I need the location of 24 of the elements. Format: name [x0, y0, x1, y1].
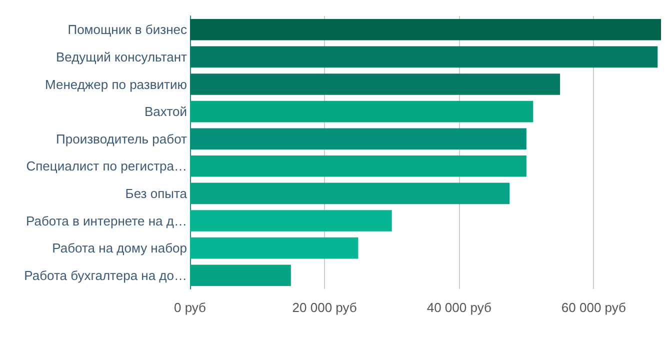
bar: [190, 156, 526, 177]
bar: [190, 182, 510, 204]
x-tick-label: 40 000 руб: [426, 300, 492, 315]
bar: [190, 74, 560, 95]
y-tick-label: Вахтой: [144, 104, 187, 120]
y-tick-label: Без опыта: [125, 186, 188, 201]
y-tick-label: Специалист по регистра…: [26, 158, 187, 174]
bar: [190, 19, 661, 40]
bar: [190, 100, 534, 122]
bar: [190, 46, 658, 68]
x-tick-label: 20 000 руб: [292, 300, 357, 315]
y-tick-label: Работа бухгалтера на до…: [24, 268, 187, 283]
y-tick-label: Помощник в бизнес: [68, 22, 188, 38]
bar: [190, 210, 392, 232]
bar: [190, 237, 358, 259]
y-tick-label: Работа на дому набор: [52, 240, 187, 256]
y-tick-label: Менеджер по развитию: [45, 76, 188, 92]
y-tick-label: Работа в интернете на д…: [26, 213, 187, 228]
bar: [190, 264, 291, 286]
y-tick-label: Ведущий консультант: [56, 49, 188, 64]
x-tick-label: 60 000 руб: [561, 300, 626, 315]
bar: [190, 128, 526, 150]
y-tick-label: Производитель работ: [56, 131, 188, 146]
x-tick-label: 0 руб: [174, 300, 206, 315]
